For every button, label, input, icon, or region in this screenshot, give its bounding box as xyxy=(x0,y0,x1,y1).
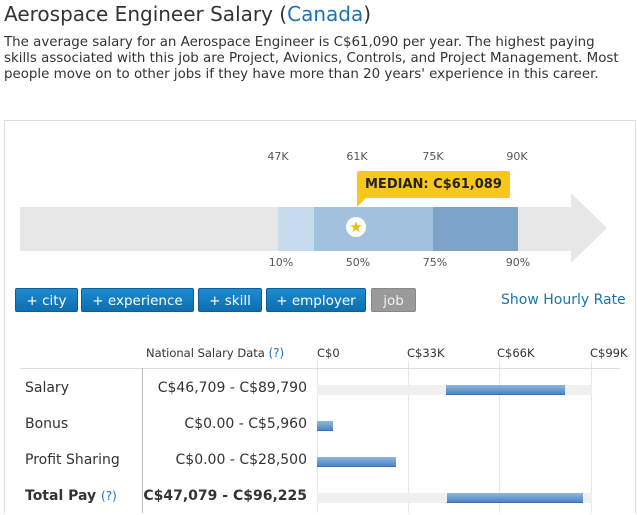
bottom-tick: 90% xyxy=(505,256,531,269)
add-experience-button[interactable]: + experience xyxy=(81,288,194,312)
salary-panel xyxy=(4,120,636,514)
axis-label: C$99K xyxy=(590,346,628,360)
range-bar xyxy=(317,457,396,467)
national-salary-data-header: National Salary Data (?) xyxy=(146,346,284,360)
top-tick: 75K xyxy=(422,150,444,163)
gridline xyxy=(591,361,592,513)
top-tick: 90K xyxy=(506,150,528,163)
row-label-profit-sharing: Profit Sharing xyxy=(25,452,120,468)
row-label-salary: Salary xyxy=(25,380,69,396)
range-bar xyxy=(317,421,334,431)
table-header-label: National Salary Data xyxy=(146,346,265,360)
row-label-total-pay: Total Pay (?) xyxy=(25,488,117,504)
row-range-profit-sharing: C$0.00 - C$28,500 xyxy=(175,452,307,468)
total-pay-label: Total Pay xyxy=(25,488,97,504)
row-range-total-pay: C$47,079 - C$96,225 xyxy=(143,488,307,504)
axis-label: C$66K xyxy=(497,346,535,360)
job-filter-button[interactable]: job xyxy=(371,288,416,312)
table-divider xyxy=(20,368,620,369)
bottom-tick: 50% xyxy=(345,256,371,269)
gridline xyxy=(499,361,500,513)
gridline xyxy=(408,361,409,513)
show-hourly-rate-link[interactable]: Show Hourly Rate xyxy=(501,292,626,308)
page-title: Aerospace Engineer Salary (Canada) xyxy=(4,2,371,26)
title-suffix: ) xyxy=(363,2,372,26)
gridline xyxy=(317,361,318,513)
axis-label: C$33K xyxy=(407,346,445,360)
row-label-bonus: Bonus xyxy=(25,416,69,432)
top-tick: 61K xyxy=(346,150,368,163)
add-city-button[interactable]: + city xyxy=(15,288,78,312)
range-bar xyxy=(447,493,584,503)
top-tick: 47K xyxy=(267,150,289,163)
salary-description: The average salary for an Aerospace Engi… xyxy=(4,35,619,83)
add-skill-button[interactable]: + skill xyxy=(198,288,262,312)
median-callout: MEDIAN: C$61,089 xyxy=(357,171,510,207)
band-p50-p75 xyxy=(357,207,433,251)
band-p75-p90 xyxy=(433,207,518,251)
country-link[interactable]: Canada xyxy=(287,2,364,26)
help-icon[interactable]: (?) xyxy=(268,346,285,360)
bottom-tick: 10% xyxy=(268,256,294,269)
row-range-bonus: C$0.00 - C$5,960 xyxy=(184,416,307,432)
bottom-tick: 75% xyxy=(422,256,448,269)
star-icon: ★ xyxy=(346,217,366,237)
add-employer-button[interactable]: + employer xyxy=(266,288,366,312)
title-text: Aerospace Engineer Salary ( xyxy=(4,2,288,26)
band-p10-p25 xyxy=(278,207,314,251)
range-bar xyxy=(446,385,566,395)
row-range-salary: C$46,709 - C$89,790 xyxy=(157,380,307,396)
help-icon[interactable]: (?) xyxy=(101,489,117,503)
column-divider xyxy=(142,368,143,513)
axis-label: C$0 xyxy=(317,346,340,360)
